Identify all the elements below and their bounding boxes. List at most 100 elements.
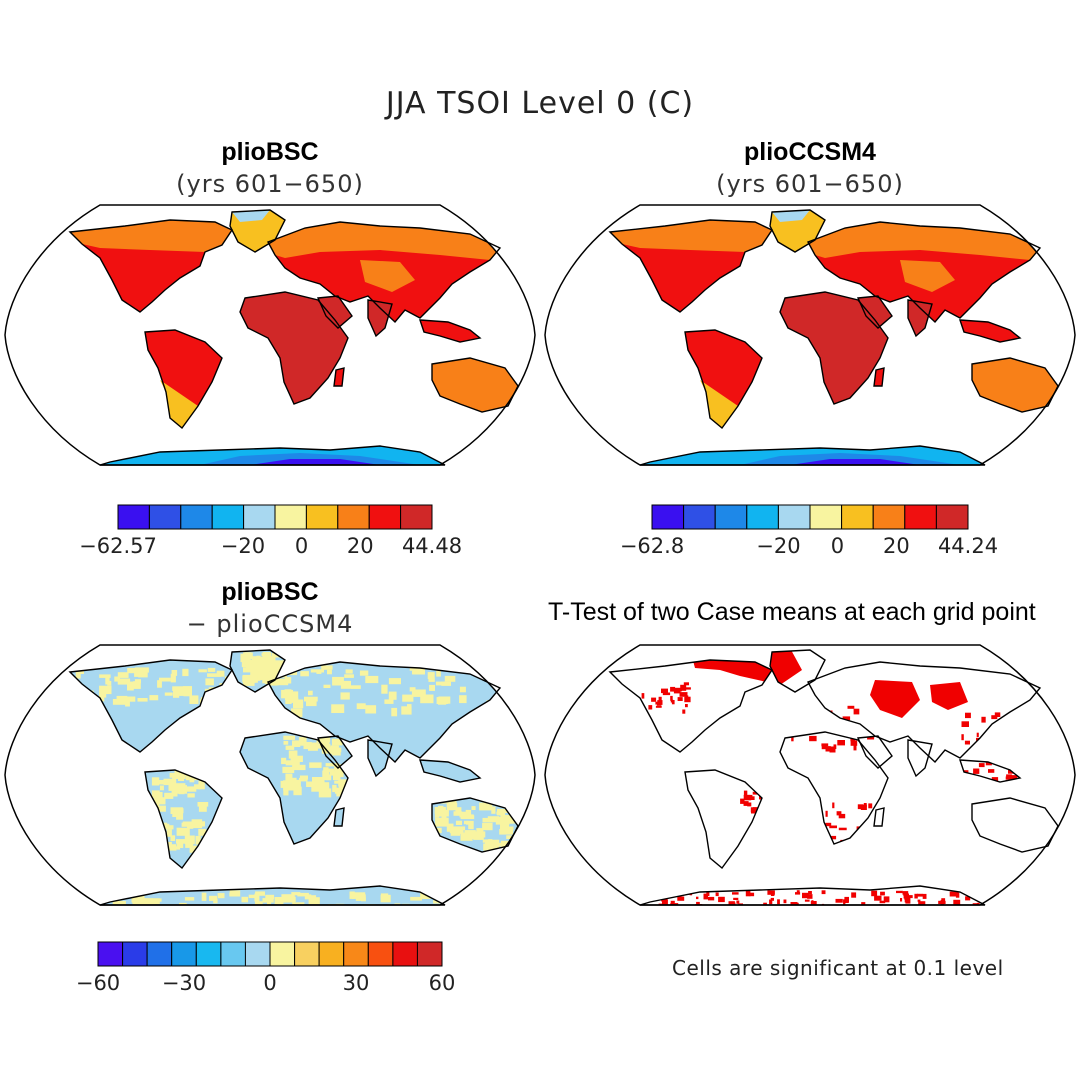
land-africa [240, 292, 348, 404]
diff-warm-cell [283, 782, 296, 791]
sig-cell [671, 700, 675, 705]
coastline-southAmerica [684, 769, 763, 870]
sig-cell [1005, 776, 1012, 780]
colorbar-swatch [872, 504, 906, 530]
colorbar-swatch [746, 504, 779, 530]
sig-cell [871, 890, 878, 897]
diff-warm-cell [506, 835, 512, 839]
diff-warm-cell [250, 662, 261, 666]
colorbar-swatch [904, 504, 937, 530]
sig-cell [808, 891, 812, 895]
significance-note: Cells are significant at 0.1 level [672, 956, 1004, 980]
coastline-eurasia [267, 661, 502, 764]
sig-cell [949, 891, 957, 897]
sig-cell [918, 901, 926, 905]
diff-warm-cell [391, 707, 398, 717]
coastline-africa [779, 291, 889, 405]
diff-warm-cell [75, 671, 81, 679]
sig-cell [738, 903, 743, 905]
coastline-greenland [769, 649, 826, 693]
coastline-northAmerica [608, 219, 774, 313]
diff-warm-cell [333, 740, 340, 745]
sig-cell [874, 895, 882, 901]
colorbar-plioCCSM4: −62.8 −20 0 20 44.24 [620, 504, 998, 558]
coastline-arabia [856, 735, 893, 769]
diff-warm-cell [146, 898, 160, 905]
sig-cell [978, 763, 985, 768]
diff-warm-cell [388, 691, 397, 700]
diff-warm-cell [247, 675, 258, 679]
map-frame [4, 644, 536, 906]
sig-cell [791, 736, 794, 742]
colorbar-swatch [171, 941, 197, 967]
diff-warm-cell [455, 820, 462, 825]
diff-warm-cell [127, 668, 136, 674]
diff-warm-cell [338, 779, 351, 787]
colorbar-swatch [400, 504, 433, 530]
diff-land-seAsia [420, 760, 480, 782]
diff-warm-cell [429, 684, 435, 691]
sig-cell [825, 746, 831, 752]
coastline-india [367, 299, 393, 338]
diff-warm-cell [281, 757, 287, 765]
sig-cell [744, 795, 752, 801]
colorbar-swatch [211, 504, 245, 530]
sig-cell [658, 696, 662, 701]
diff-warm-cell [176, 843, 184, 848]
diff-warm-cell [499, 829, 513, 835]
sig-cell [853, 744, 857, 751]
diff-warm-cell [176, 839, 190, 844]
diff-warm-cell [173, 689, 180, 698]
land-africa [780, 292, 888, 404]
diff-warm-cell [460, 833, 473, 841]
diff-warm-cell [170, 846, 181, 850]
diff-warm-cell [337, 769, 344, 778]
diff-warm-cell [178, 775, 184, 781]
colorbar-tick-label: −60 [76, 971, 120, 995]
diff-warm-cell [466, 820, 471, 825]
diff-warm-cell [201, 892, 207, 901]
land-seAsia [420, 320, 480, 342]
diff-warm-cell [292, 779, 301, 788]
sig-cell [807, 894, 813, 899]
sig-cell [677, 697, 683, 701]
diff-warm-cell [195, 835, 201, 845]
sig-cell [976, 902, 980, 905]
coastline-africa [239, 731, 349, 845]
diff-warm-cell [283, 740, 289, 745]
sig-cell [810, 901, 817, 905]
sig-cell [821, 745, 827, 750]
sig-cell [733, 897, 739, 900]
sig-cell [829, 746, 836, 753]
diff-warm-cell [479, 802, 493, 811]
diff-warm-cell [332, 784, 337, 793]
diff-warm-cell [454, 826, 466, 831]
diff-warm-cell [412, 668, 425, 675]
sig-cell [991, 715, 998, 720]
diff-warm-cell [318, 788, 332, 798]
map-plioBSC [4, 204, 536, 466]
diff-warm-cell [255, 891, 265, 896]
diff-warm-cell [262, 898, 274, 903]
sig-cell [767, 890, 775, 895]
sig-cell [685, 687, 691, 690]
colorbar-swatch [220, 941, 246, 967]
colorbar-swatch [146, 941, 173, 967]
land-seAsia [960, 320, 1020, 342]
diff-warm-cell [351, 685, 361, 689]
land-patagonia [700, 380, 738, 428]
sig-cell [795, 892, 801, 895]
colorbar-swatch [416, 941, 443, 967]
diff-warm-cell [308, 690, 313, 696]
sig-cell [880, 891, 885, 896]
sig-cell [770, 897, 774, 901]
diff-warm-cell [184, 835, 195, 845]
sig-cell [673, 687, 681, 694]
sig-cell [736, 900, 740, 904]
coastline-outlines [68, 209, 519, 466]
diff-warm-cell [453, 811, 462, 816]
sig-cell [961, 721, 969, 727]
land-patagonia [160, 380, 198, 428]
sig-cell [900, 898, 903, 902]
diff-warm-cell [349, 891, 355, 899]
